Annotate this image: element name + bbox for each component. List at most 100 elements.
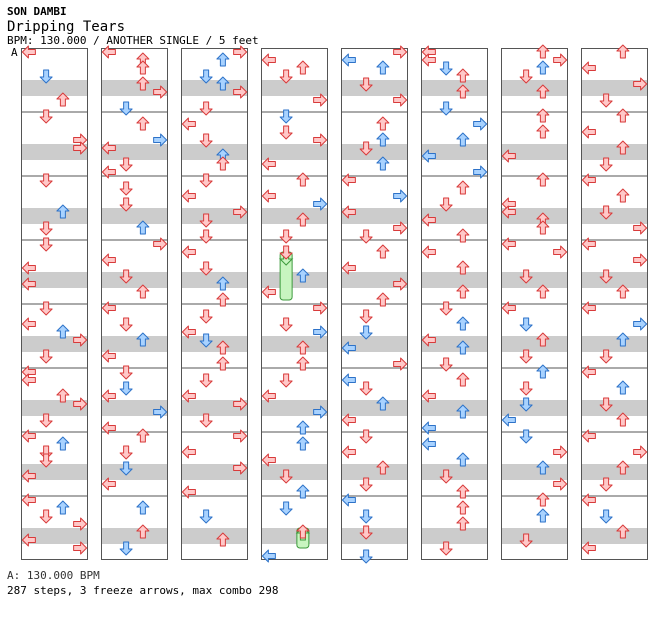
arrow-up-icon <box>536 364 550 379</box>
beat-band <box>421 528 488 544</box>
arrow-down-icon <box>599 157 613 172</box>
beat-band <box>501 272 568 288</box>
arrow-left-icon <box>581 365 596 379</box>
arrow-up-icon <box>296 268 310 283</box>
beat-band <box>21 464 88 480</box>
arrow-left-icon <box>501 149 516 163</box>
chart-column <box>181 45 248 560</box>
arrow-up-icon <box>456 516 470 531</box>
arrow-down-icon <box>439 357 453 372</box>
arrow-down-icon <box>199 373 213 388</box>
arrow-up-icon <box>296 484 310 499</box>
arrow-down-icon <box>359 549 373 564</box>
chart-column <box>421 45 488 560</box>
arrow-up-icon <box>456 372 470 387</box>
arrow-down-icon <box>199 333 213 348</box>
arrow-down-icon <box>519 317 533 332</box>
beat-band <box>581 208 648 224</box>
arrow-down-icon <box>439 469 453 484</box>
arrow-up-icon <box>56 436 70 451</box>
arrow-down-icon <box>359 525 373 540</box>
arrow-up-icon <box>536 220 550 235</box>
arrow-up-icon <box>376 132 390 147</box>
arrow-down-icon <box>119 269 133 284</box>
arrow-down-icon <box>119 461 133 476</box>
arrow-up-icon <box>296 356 310 371</box>
beat-band <box>341 208 408 224</box>
arrow-left-icon <box>101 421 116 435</box>
section-label: A <box>11 46 18 59</box>
column-border <box>181 48 248 560</box>
beat-band <box>501 208 568 224</box>
beat-band <box>181 336 248 352</box>
arrow-down-icon <box>199 229 213 244</box>
chart-column <box>261 48 328 563</box>
beat-band <box>581 528 648 544</box>
arrow-up-icon <box>616 380 630 395</box>
arrow-right-icon <box>153 85 168 99</box>
beat-band <box>421 272 488 288</box>
arrow-left-icon <box>181 189 196 203</box>
arrow-up-icon <box>456 180 470 195</box>
arrow-right-icon <box>633 445 648 459</box>
beat-band <box>421 400 488 416</box>
arrow-up-icon <box>456 84 470 99</box>
beat-band <box>421 80 488 96</box>
arrow-left-icon <box>421 149 436 163</box>
arrow-right-icon <box>633 253 648 267</box>
arrow-up-icon <box>456 284 470 299</box>
arrow-right-icon <box>313 301 328 315</box>
arrow-up-icon <box>456 228 470 243</box>
chart-column <box>21 45 88 560</box>
arrow-down-icon <box>39 301 53 316</box>
arrow-right-icon <box>393 277 408 291</box>
beat-band <box>101 464 168 480</box>
arrow-up-icon <box>296 524 310 539</box>
beat-band <box>21 272 88 288</box>
arrow-left-icon <box>341 413 356 427</box>
arrow-left-icon <box>421 53 436 67</box>
chart-meta: BPM: 130.000 / ANOTHER SINGLE / 5 feet <box>7 34 259 47</box>
arrow-up-icon <box>136 76 150 91</box>
arrow-left-icon <box>261 53 276 67</box>
beat-band <box>261 80 328 96</box>
beat-band <box>101 400 168 416</box>
arrow-right-icon <box>73 517 88 531</box>
arrow-up-icon <box>216 276 230 291</box>
arrow-down-icon <box>279 501 293 516</box>
arrow-down-icon <box>599 477 613 492</box>
arrow-left-icon <box>501 205 516 219</box>
arrow-down-icon <box>599 349 613 364</box>
arrow-up-icon <box>456 500 470 515</box>
beat-band <box>101 208 168 224</box>
beat-band <box>421 144 488 160</box>
arrow-up-icon <box>616 108 630 123</box>
chart-column <box>581 44 648 560</box>
arrow-left-icon <box>501 301 516 315</box>
arrow-right-icon <box>313 197 328 211</box>
beat-band <box>181 272 248 288</box>
arrow-down-icon <box>199 173 213 188</box>
song-title: Dripping Tears <box>7 19 126 35</box>
beat-band <box>101 80 168 96</box>
arrow-left-icon <box>421 245 436 259</box>
arrow-right-icon <box>233 45 248 59</box>
beat-band <box>501 528 568 544</box>
arrow-up-icon <box>56 92 70 107</box>
arrow-down-icon <box>199 213 213 228</box>
arrow-left-icon <box>261 189 276 203</box>
beat-band <box>581 336 648 352</box>
arrow-left-icon <box>341 445 356 459</box>
arrow-right-icon <box>553 53 568 67</box>
arrow-left-icon <box>181 245 196 259</box>
arrow-left-icon <box>21 261 36 275</box>
artist-name: SON DAMBI <box>7 5 67 18</box>
arrow-left-icon <box>21 493 36 507</box>
arrow-up-icon <box>536 460 550 475</box>
arrow-right-icon <box>233 85 248 99</box>
beat-band <box>181 528 248 544</box>
arrow-left-icon <box>501 237 516 251</box>
arrow-up-icon <box>536 508 550 523</box>
arrow-right-icon <box>473 165 488 179</box>
chart-column <box>101 45 168 560</box>
